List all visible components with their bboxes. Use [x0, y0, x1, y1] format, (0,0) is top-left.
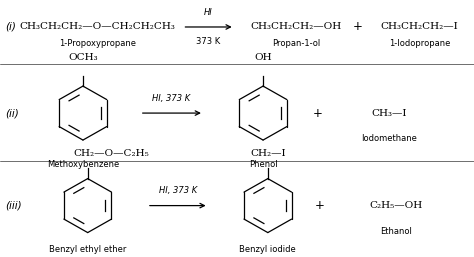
Text: CH₃CH₂CH₂—I: CH₃CH₂CH₂—I — [381, 22, 458, 32]
Text: CH₃CH₂CH₂—OH: CH₃CH₂CH₂—OH — [251, 22, 342, 32]
Text: (iii): (iii) — [6, 201, 22, 210]
Text: OCH₃: OCH₃ — [68, 53, 98, 62]
Text: C₂H₅—OH: C₂H₅—OH — [369, 201, 422, 210]
Text: 1-Propoxypropane: 1-Propoxypropane — [59, 39, 136, 48]
Text: Benzyl ethyl ether: Benzyl ethyl ether — [49, 245, 127, 254]
Text: +: + — [313, 107, 322, 120]
Text: (i): (i) — [6, 22, 17, 32]
Text: Benzyl iodide: Benzyl iodide — [239, 245, 296, 254]
Text: +: + — [315, 199, 325, 212]
Text: Methoxybenzene: Methoxybenzene — [47, 160, 119, 169]
Text: HI, 373 K: HI, 373 K — [153, 94, 191, 103]
Text: CH₂—O—C₂H₅: CH₂—O—C₂H₅ — [73, 149, 149, 158]
Text: HI: HI — [204, 8, 213, 17]
Text: Ethanol: Ethanol — [380, 227, 412, 236]
Text: +: + — [353, 21, 363, 33]
Text: Propan-1-ol: Propan-1-ol — [272, 39, 320, 48]
Text: Iodomethane: Iodomethane — [361, 134, 417, 143]
Text: (ii): (ii) — [6, 108, 19, 118]
Text: HI, 373 K: HI, 373 K — [159, 186, 197, 195]
Text: CH₃—I: CH₃—I — [371, 108, 406, 118]
Text: 1-Iodopropane: 1-Iodopropane — [389, 39, 450, 48]
Text: CH₂—I: CH₂—I — [250, 149, 286, 158]
Text: OH: OH — [254, 53, 272, 62]
Text: 373 K: 373 K — [196, 37, 221, 46]
Text: CH₃CH₂CH₂—O—CH₂CH₂CH₃: CH₃CH₂CH₂—O—CH₂CH₂CH₃ — [19, 22, 175, 32]
Text: Phenol: Phenol — [249, 160, 277, 169]
